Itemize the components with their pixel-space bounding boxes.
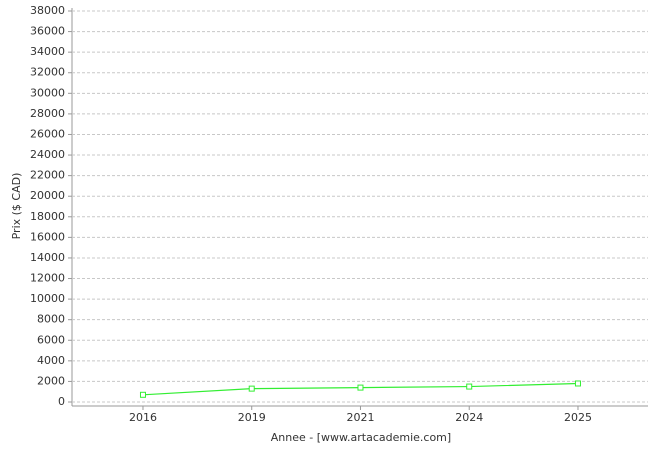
x-tick-label: 2024 xyxy=(455,411,483,424)
y-tick-label: 16000 xyxy=(30,230,65,243)
y-tick-label: 8000 xyxy=(37,313,65,326)
point-marker xyxy=(139,391,146,398)
x-tick-label: 2019 xyxy=(238,411,266,424)
y-tick-label: 18000 xyxy=(30,210,65,223)
y-tick-label: 20000 xyxy=(30,189,65,202)
y-tick-label: 12000 xyxy=(30,272,65,285)
x-tick-label: 2021 xyxy=(346,411,374,424)
y-tick-label: 26000 xyxy=(30,127,65,140)
y-tick-label: 36000 xyxy=(30,25,65,38)
x-tick-label: 2025 xyxy=(564,411,592,424)
y-tick-label: 2000 xyxy=(37,374,65,387)
y-tick-label: 22000 xyxy=(30,169,65,182)
y-tick-label: 28000 xyxy=(30,107,65,120)
y-tick-label: 38000 xyxy=(30,4,65,17)
point-marker xyxy=(466,383,473,390)
y-tick-label: 14000 xyxy=(30,251,65,264)
x-axis-label: Annee - [www.artacademie.com] xyxy=(271,431,451,444)
y-tick-label: 34000 xyxy=(30,45,65,58)
y-tick-label: 24000 xyxy=(30,148,65,161)
point-marker xyxy=(248,385,255,392)
y-tick-label: 30000 xyxy=(30,86,65,99)
y-tick-label: 6000 xyxy=(37,333,65,346)
y-axis-label: Prix ($ CAD) xyxy=(10,173,23,240)
point-marker xyxy=(357,384,364,391)
y-tick-label: 4000 xyxy=(37,354,65,367)
y-tick-label: 0 xyxy=(58,395,65,408)
x-tick-label: 2016 xyxy=(129,411,157,424)
y-tick-label: 10000 xyxy=(30,292,65,305)
point-marker xyxy=(574,380,581,387)
y-tick-label: 32000 xyxy=(30,66,65,79)
